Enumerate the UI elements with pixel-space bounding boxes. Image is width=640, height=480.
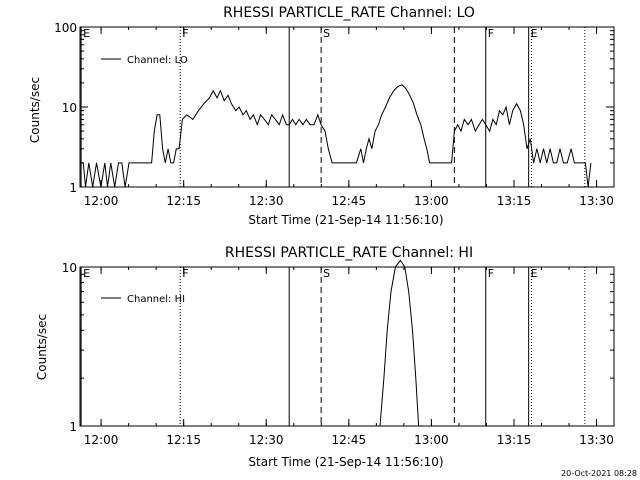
x-tick-label: 13:00	[414, 433, 449, 447]
x-tick-label: 12:15	[166, 433, 201, 447]
x-tick-label: 12:30	[249, 194, 284, 208]
y-tick-label: 10	[62, 261, 77, 275]
event-marker-label: F	[488, 267, 494, 280]
legend-lo-label: Channel: LO	[127, 55, 188, 66]
panel-lo-xlabel: Start Time (21-Sep-14 11:56:10)	[248, 213, 443, 227]
panel-lo-legend: Channel: LO	[101, 55, 188, 66]
footer-timestamp: 20-Oct-2021 08:28	[561, 469, 637, 478]
x-tick-label: 12:15	[166, 194, 201, 208]
event-marker-label: E	[83, 27, 90, 40]
panel-lo-ylabel: Counts/sec	[28, 77, 42, 143]
panel-lo-axes: 12:00 12:15 12:30 12:45 13:00 13:15 13:30 1 10 10…	[54, 21, 615, 208]
y-tick-label: 1	[69, 420, 77, 434]
series-line	[379, 259, 420, 427]
x-tick-label: 12:00	[84, 433, 119, 447]
y-tick-label: 10	[62, 101, 77, 115]
x-tick-label: 13:30	[579, 433, 614, 447]
x-tick-label: 13:30	[579, 194, 614, 208]
panel-hi-axes: 12:00 12:15 12:30 12:45 13:00 13:15 13:30 1 10	[62, 261, 615, 447]
x-tick-label: 13:00	[414, 194, 449, 208]
panel-hi: RHESSI PARTICLE_RATE Channel: HI Start T…	[35, 245, 615, 469]
y-tick-label: 1	[69, 181, 77, 195]
panel-lo-series	[80, 84, 592, 188]
panel-hi-series	[379, 259, 420, 427]
x-tick-label: 12:45	[332, 433, 367, 447]
x-tick-label: 13:15	[497, 433, 532, 447]
y-tick-label: 100	[54, 21, 77, 35]
legend-hi-label: Channel: HI	[127, 294, 185, 305]
panel-lo-title: RHESSI PARTICLE_RATE Channel: LO	[223, 5, 475, 21]
event-marker-label: S	[323, 27, 330, 40]
event-marker-label: F	[182, 27, 188, 40]
panel-hi-ylabel: Counts/sec	[35, 314, 49, 380]
panel-hi-title: RHESSI PARTICLE_RATE Channel: HI	[225, 245, 473, 261]
panel-hi-xlabel: Start Time (21-Sep-14 11:56:10)	[248, 455, 443, 469]
x-tick-label: 12:45	[332, 194, 367, 208]
series-line	[80, 84, 592, 188]
x-tick-label: 12:00	[84, 194, 119, 208]
event-marker-label: S	[323, 267, 330, 280]
x-tick-label: 12:30	[249, 433, 284, 447]
event-marker-label: E	[531, 267, 538, 280]
panel-hi-legend: Channel: HI	[101, 294, 185, 305]
event-marker-label: E	[531, 27, 538, 40]
event-marker-label: F	[182, 267, 188, 280]
panel-lo: RHESSI PARTICLE_RATE Channel: LO Start T…	[28, 5, 615, 227]
plot-frame	[79, 266, 615, 427]
event-marker-label: F	[488, 27, 494, 40]
x-tick-label: 13:15	[497, 194, 532, 208]
event-marker-label: E	[83, 267, 90, 280]
